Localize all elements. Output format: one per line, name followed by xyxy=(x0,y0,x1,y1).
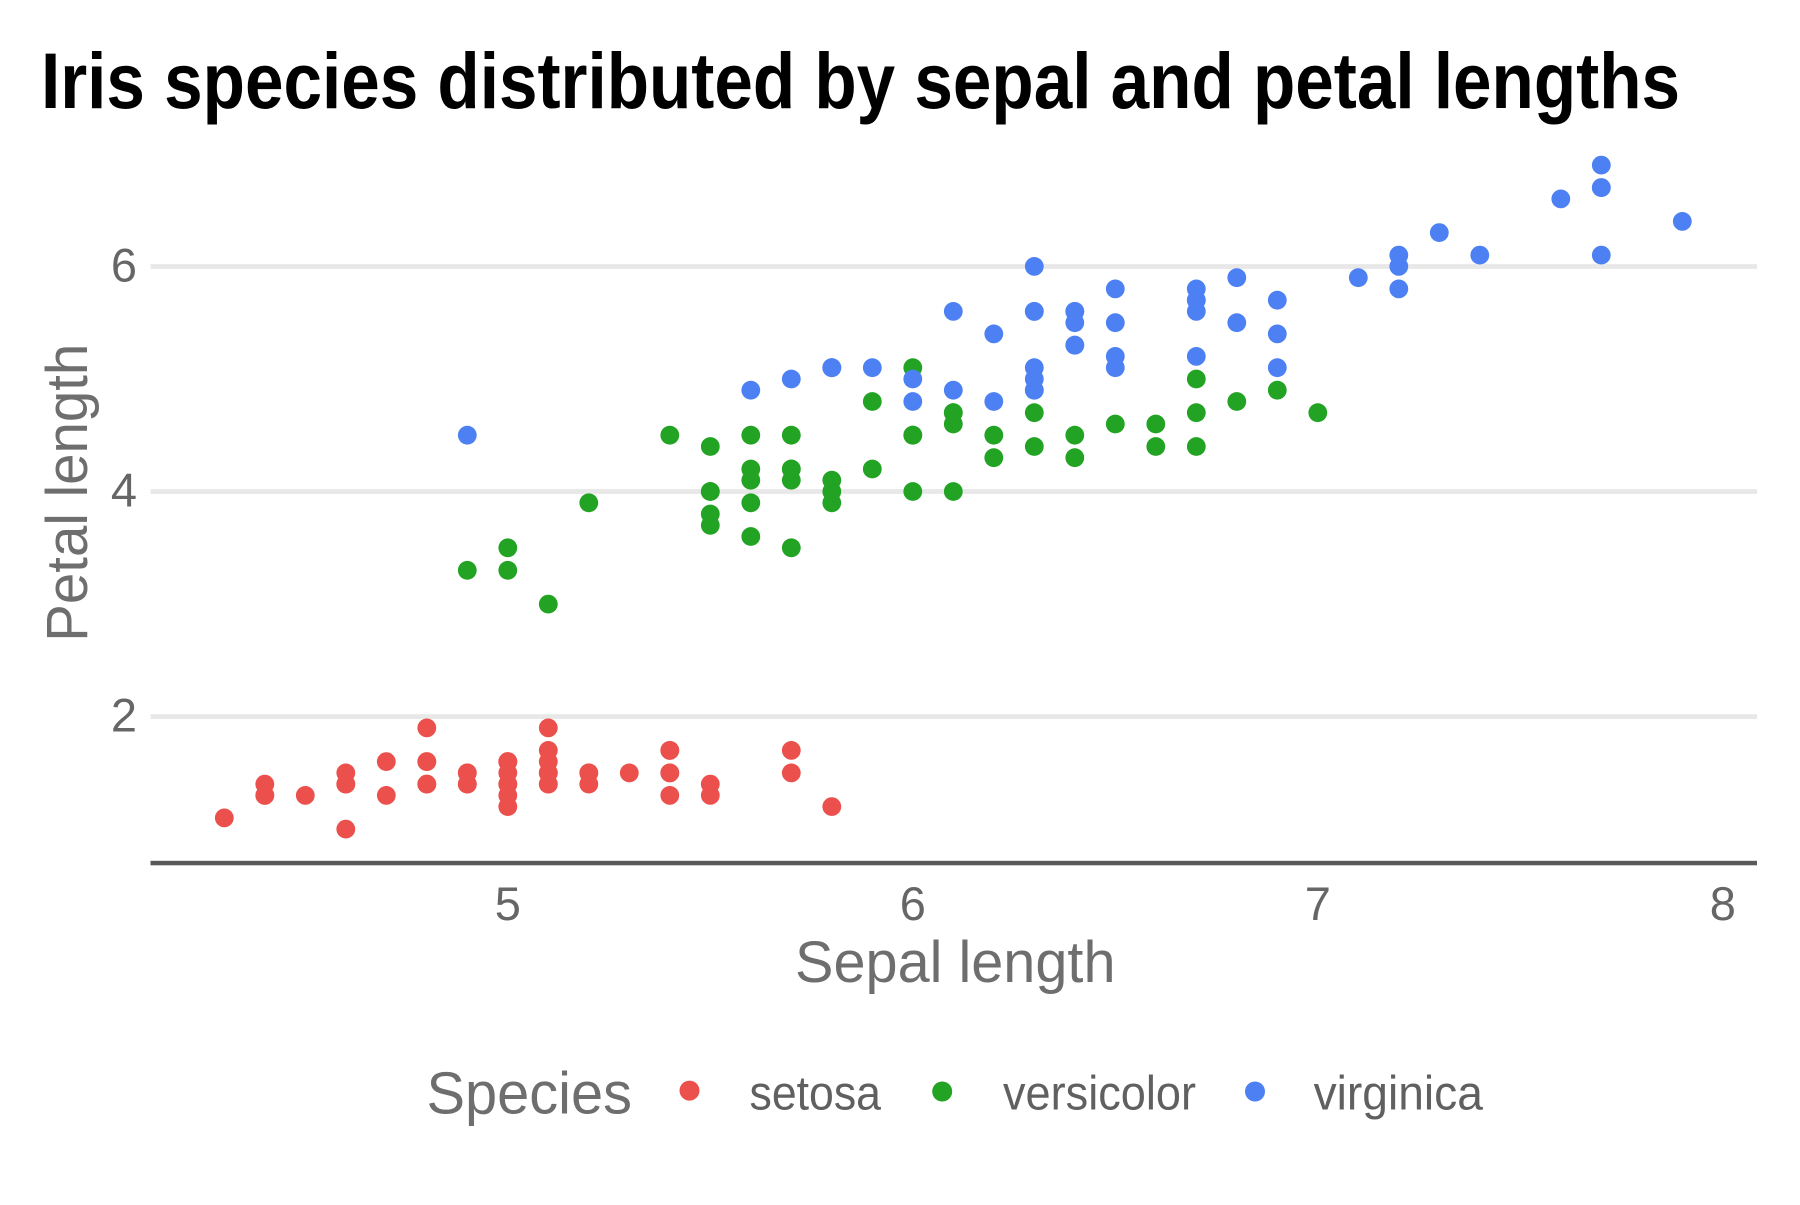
svg-text:Sepal length: Sepal length xyxy=(795,930,1116,995)
svg-text:setosa: setosa xyxy=(750,1068,882,1121)
svg-text:6: 6 xyxy=(900,877,926,930)
svg-text:7: 7 xyxy=(1305,877,1331,930)
svg-text:2: 2 xyxy=(111,689,137,742)
svg-text:Iris species distributed by se: Iris species distributed by sepal and pe… xyxy=(41,36,1680,125)
svg-text:virginica: virginica xyxy=(1314,1068,1484,1121)
svg-text:Petal length: Petal length xyxy=(35,344,100,642)
svg-text:versicolor: versicolor xyxy=(1003,1068,1196,1121)
svg-text:8: 8 xyxy=(1710,877,1736,930)
svg-text:Species: Species xyxy=(427,1060,633,1126)
svg-text:5: 5 xyxy=(495,877,521,930)
svg-text:6: 6 xyxy=(111,239,137,292)
svg-text:4: 4 xyxy=(111,464,137,517)
